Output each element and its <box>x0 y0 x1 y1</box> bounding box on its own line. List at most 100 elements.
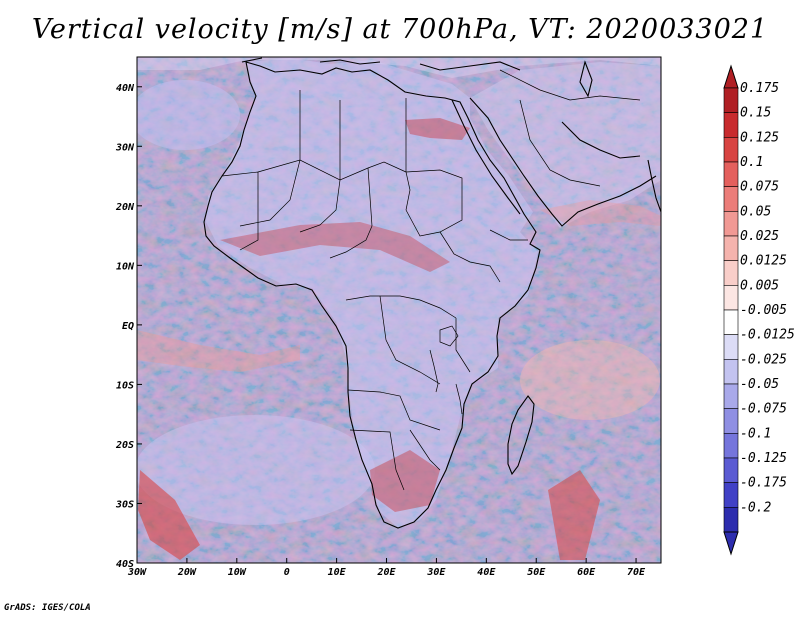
border <box>499 69 641 101</box>
colorbar-label: 0.125 <box>740 130 779 145</box>
south-atlantic-pattern <box>137 415 375 525</box>
colorbar-max-arrow <box>723 64 739 89</box>
longitude-label: 50E <box>527 567 546 578</box>
colorbar-label: -0.005 <box>740 303 787 318</box>
red-sea-coastline <box>451 99 521 215</box>
latitude-label: 20S <box>115 440 134 451</box>
colorbar-label: -0.175 <box>740 476 787 491</box>
europe-land-fill <box>137 57 661 78</box>
longitude-label: 20E <box>376 567 396 578</box>
colorbar: 0.175 0.15 0.125 0.1 0.075 0.05 0.025 0.0125 0.0… <box>723 64 795 556</box>
colorbar-swatch <box>723 309 739 335</box>
colorbar-swatch <box>723 235 739 261</box>
colorbar-swatch <box>723 457 739 483</box>
colorbar-label: -0.025 <box>740 352 787 367</box>
colorbar-swatch <box>723 482 739 508</box>
colorbar-swatch <box>723 334 739 360</box>
persian-gulf-coastline <box>561 121 641 159</box>
longitude-label: 20W <box>177 567 197 578</box>
latitude-label: 40N <box>116 83 135 94</box>
border <box>379 295 441 385</box>
north-africa-red-cell <box>405 118 470 140</box>
colorbar-label: 0.175 <box>740 81 779 96</box>
grads-credit: GrADS: IGES/COLA <box>4 603 91 613</box>
colorbar-swatch <box>723 383 739 409</box>
arabia-land-fill <box>470 62 661 228</box>
border <box>489 229 528 241</box>
border <box>455 318 471 373</box>
longitude-label: 70E <box>627 567 646 578</box>
longitude-label: 10W <box>228 567 247 578</box>
colorbar-swatch <box>723 285 739 311</box>
border <box>345 295 457 319</box>
latitude-label: 20N <box>115 202 135 213</box>
colorbar-swatch <box>723 161 739 187</box>
colorbar-swatch <box>723 507 739 533</box>
colorbar-label: -0.1 <box>740 426 771 441</box>
southern-africa-red-cell <box>370 450 440 512</box>
border <box>519 99 601 187</box>
colorbar-swatch <box>723 186 739 212</box>
colorbar-swatch <box>723 211 739 237</box>
latitude-label: EQ <box>122 321 134 332</box>
chart-title: Vertical velocity [m/s] at 700hPa, VT: 2… <box>31 14 769 45</box>
border <box>299 100 341 233</box>
colorbar-label: 0.075 <box>740 180 779 195</box>
longitude-axis: 30W 20W 10W 0 10E 20E 30E 40E 50E 60E 70E <box>127 558 646 578</box>
colorbar-label: -0.0125 <box>740 328 795 343</box>
latitude-axis: 40N 30N 20N 10N EQ 10S 20S 30S 40S <box>115 83 142 570</box>
colorbar-label: -0.075 <box>740 402 787 417</box>
south-indian-red-band <box>548 470 600 560</box>
mediterranean-north-coastline <box>241 57 521 71</box>
latitude-label: 40S <box>116 559 134 570</box>
longitude-label: 0 <box>284 567 290 578</box>
border <box>239 90 301 227</box>
india-coastline <box>647 159 661 213</box>
longitude-label: 30E <box>426 567 446 578</box>
colorbar-swatch <box>723 112 739 138</box>
longitude-label: 60E <box>577 567 596 578</box>
latitude-label: 10S <box>116 380 134 391</box>
east-atlantic-red-band <box>137 330 300 372</box>
colorbar-label: -0.05 <box>740 377 779 392</box>
sahel-red-streaks <box>220 222 450 272</box>
caspian-coastline <box>579 60 593 98</box>
madagascar-coastline <box>507 395 535 476</box>
lake-victoria <box>439 325 459 347</box>
colorbar-label: 0.0125 <box>740 254 787 269</box>
coastlines <box>203 57 661 529</box>
latitude-label: 30N <box>115 142 135 153</box>
lake-malawi <box>455 383 463 415</box>
lake-tanganyika <box>429 349 439 393</box>
border <box>221 171 259 251</box>
colorbar-label: 0.005 <box>740 278 779 293</box>
nw-atlantic-pattern <box>137 80 240 150</box>
border <box>257 159 407 181</box>
longitude-label: 10E <box>328 567 347 578</box>
colorbar-min-arrow <box>723 531 739 556</box>
colorbar-label: 0.025 <box>740 229 779 244</box>
longitude-label: 30W <box>127 567 147 578</box>
latitude-label: 10N <box>116 261 135 272</box>
latitude-label: 30S <box>115 499 134 510</box>
colorbar-label: 0.05 <box>740 204 771 219</box>
border <box>329 167 373 259</box>
colorbar-swatch <box>723 408 739 434</box>
arabia-coastline <box>469 97 657 227</box>
border <box>409 429 441 471</box>
plot-frame <box>136 56 662 564</box>
indian-ocean-pattern <box>520 340 660 420</box>
border <box>347 389 441 431</box>
colorbar-swatch <box>723 260 739 286</box>
colorbar-swatch <box>723 137 739 163</box>
colorbar-swatch <box>723 359 739 385</box>
border <box>405 98 411 211</box>
sw-atlantic-red-band <box>138 470 200 560</box>
colorbar-swatch <box>723 87 739 113</box>
colorbar-swatch <box>723 433 739 459</box>
country-borders <box>221 69 641 491</box>
border <box>405 169 463 237</box>
colorbar-label: 0.1 <box>740 155 763 170</box>
africa-coastline <box>203 61 541 529</box>
